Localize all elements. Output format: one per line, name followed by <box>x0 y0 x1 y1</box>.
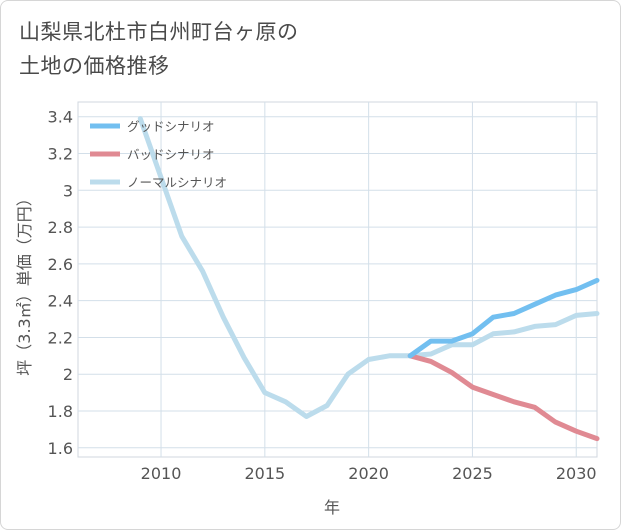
x-tick-labels: 2010 2015 2020 2025 2030 <box>141 464 597 483</box>
x-tick-label: 2025 <box>452 464 493 483</box>
chart-title: 山梨県北杜市白州町台ヶ原の 土地の価格推移 <box>19 15 579 83</box>
plot-area <box>77 101 598 458</box>
y-tick-label: 1.6 <box>48 439 73 458</box>
y-tick-label: 2.6 <box>48 255 73 274</box>
y-tick-label: 3.2 <box>48 145 73 164</box>
x-tick-label: 2020 <box>348 464 389 483</box>
series-line-2 <box>137 116 600 419</box>
y-tick-label: 3.4 <box>48 108 73 127</box>
y-tick-labels: 1.6 1.8 2 2.2 2.4 2.6 2.8 3 3.2 3.4 <box>48 108 73 458</box>
y-tick-label: 2 <box>63 365 73 384</box>
legend-label: ノーマルシナリオ <box>127 175 227 190</box>
series-line-0 <box>407 277 600 359</box>
y-axis-title: 坪（3.3㎡）単価（万円） <box>15 190 34 375</box>
chart-title-line-1: 山梨県北杜市白州町台ヶ原の <box>19 20 299 44</box>
x-tick-label: 2030 <box>556 464 597 483</box>
x-tick-label: 2010 <box>141 464 182 483</box>
y-tick-label: 1.8 <box>48 402 73 421</box>
chart-title-line-2: 土地の価格推移 <box>19 54 170 78</box>
y-tick-label: 3 <box>63 181 73 200</box>
y-tick-label: 2.4 <box>48 292 73 311</box>
series-line-1 <box>407 353 600 442</box>
y-tick-label: 2.2 <box>48 328 73 347</box>
legend-label: グッドシナリオ <box>127 119 215 134</box>
y-tick-label: 2.8 <box>48 218 73 237</box>
series-lines <box>137 116 600 442</box>
x-tick-label: 2015 <box>244 464 285 483</box>
legend-label: バッドシナリオ <box>127 147 215 162</box>
x-axis-title: 年 <box>324 498 340 517</box>
